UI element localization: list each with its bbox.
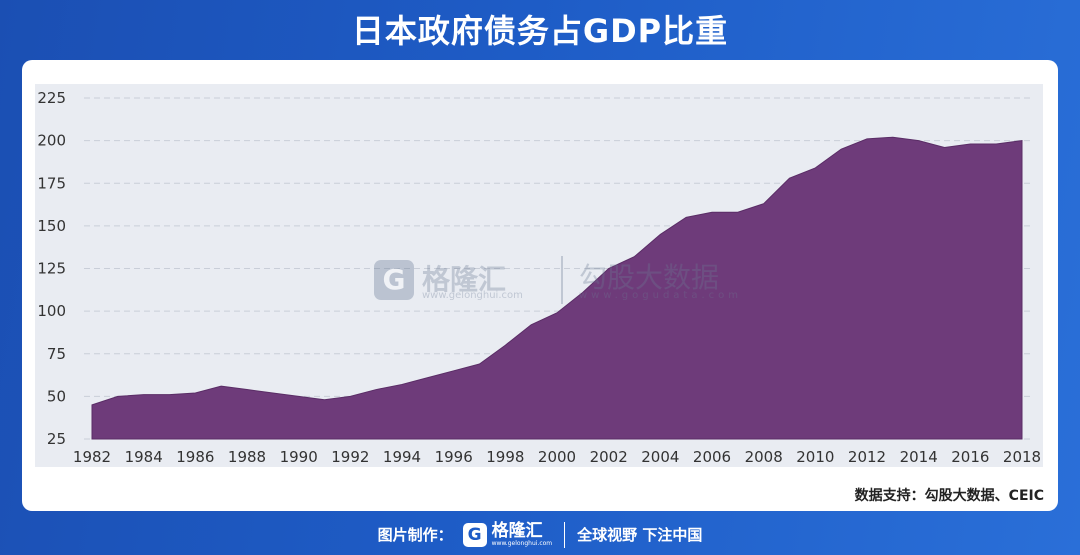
x-tick-label: 2012 xyxy=(848,448,886,466)
watermark-logo-icon: G xyxy=(374,260,414,300)
watermark-name-2: 勾股大数据 xyxy=(579,261,720,294)
y-tick-label: 75 xyxy=(47,345,66,363)
y-tick-label: 200 xyxy=(37,132,66,150)
area-series xyxy=(91,136,1023,440)
footer-logo-name: 格隆汇 xyxy=(491,521,543,541)
x-tick-label: 1998 xyxy=(486,448,524,466)
x-tick-label: 1988 xyxy=(228,448,266,466)
y-tick-label: 150 xyxy=(37,217,66,235)
y-tick-label: 100 xyxy=(37,302,66,320)
watermark-name: 格隆汇 xyxy=(422,263,507,296)
watermark-url: www.gelonghui.com xyxy=(422,290,523,301)
watermark-separator xyxy=(561,256,563,304)
data-source: 数据支持：勾股大数据、CEIC xyxy=(854,488,1044,504)
data-area xyxy=(91,136,1023,440)
watermark-url-2: www.gogudata.com xyxy=(579,290,743,301)
footer-slogan: 全球视野 下注中国 xyxy=(577,526,703,544)
x-tick-label: 2014 xyxy=(900,448,938,466)
footer-separator xyxy=(564,521,566,548)
footer-credit: 图片制作： xyxy=(377,526,453,544)
y-tick-label: 175 xyxy=(37,174,66,192)
x-tick-label: 1994 xyxy=(383,448,421,466)
x-tick-label: 2008 xyxy=(745,448,783,466)
x-tick-label: 1984 xyxy=(125,448,163,466)
chart-title: 日本政府债务占GDP比重 xyxy=(351,12,729,50)
x-tick-label: 2010 xyxy=(796,448,834,466)
footer-logo: G 格隆汇 www.gelonghui.com xyxy=(462,521,553,547)
x-tick-label: 2000 xyxy=(538,448,576,466)
x-tick-label: 1982 xyxy=(73,448,111,466)
y-tick-label: 225 xyxy=(37,89,66,107)
x-tick-label: 1986 xyxy=(176,448,214,466)
y-axis-ticks: 25 50 75 100 125 150 175 200 225 xyxy=(37,89,66,448)
y-tick-label: 125 xyxy=(37,260,66,278)
x-tick-label: 2004 xyxy=(641,448,679,466)
footer: 图片制作： G 格隆汇 www.gelonghui.com 全球视野 下注中国 xyxy=(0,514,1080,555)
x-tick-label: 1990 xyxy=(280,448,318,466)
x-tick-label: 2016 xyxy=(951,448,989,466)
y-tick-label: 25 xyxy=(47,430,66,448)
chart-card: 25 50 75 100 125 150 175 200 225 1982 1984 1986 198… xyxy=(22,60,1058,511)
x-tick-label: 2002 xyxy=(590,448,628,466)
watermark: G 格隆汇 www.gelonghui.com 勾股大数据 www.goguda… xyxy=(374,256,738,306)
x-tick-label: 1992 xyxy=(331,448,369,466)
footer-logo-url: www.gelonghui.com xyxy=(491,540,553,547)
x-tick-label: 2018 xyxy=(1003,448,1041,466)
x-axis-ticks: 1982 1984 1986 1988 1990 1992 1994 1996 1998 2000… xyxy=(73,448,1041,466)
x-tick-label: 2006 xyxy=(693,448,731,466)
gelonghui-logo-icon: G xyxy=(462,522,487,547)
x-tick-label: 1996 xyxy=(435,448,473,466)
y-tick-label: 50 xyxy=(47,387,66,405)
